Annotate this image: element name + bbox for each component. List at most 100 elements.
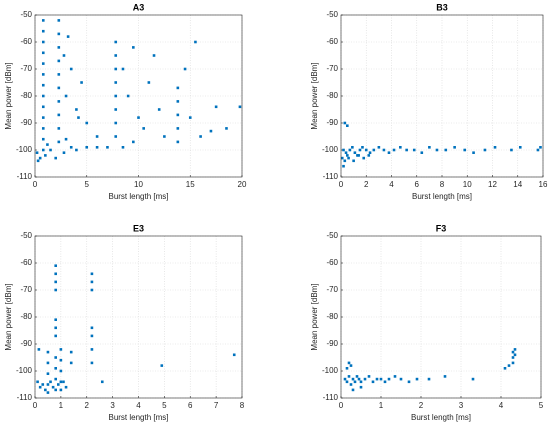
point bbox=[132, 140, 135, 144]
point bbox=[114, 81, 118, 84]
y-tick-label: -60 bbox=[326, 258, 338, 267]
y-tick-label: -90 bbox=[326, 339, 338, 348]
point bbox=[367, 154, 371, 157]
point bbox=[518, 146, 522, 149]
point bbox=[49, 380, 52, 384]
x-tick-label: 5 bbox=[85, 180, 90, 189]
x-tick-label: 5 bbox=[162, 401, 167, 410]
point bbox=[340, 156, 344, 160]
y-tick-label: -90 bbox=[326, 118, 338, 127]
point bbox=[346, 124, 349, 127]
point bbox=[57, 73, 61, 76]
point bbox=[35, 151, 39, 154]
point bbox=[132, 46, 135, 49]
x-tick-label: 1 bbox=[59, 401, 64, 410]
point bbox=[348, 148, 352, 152]
x-tick-label: 6 bbox=[188, 401, 193, 410]
point bbox=[41, 51, 45, 55]
x-tick-label: 14 bbox=[513, 180, 522, 189]
y-tick-label: -110 bbox=[323, 393, 339, 402]
point bbox=[357, 377, 361, 381]
point bbox=[46, 361, 50, 365]
point bbox=[399, 146, 402, 149]
axes-box bbox=[340, 14, 544, 178]
point bbox=[90, 280, 94, 284]
y-tick-label: -70 bbox=[20, 64, 32, 73]
point bbox=[59, 380, 63, 384]
point bbox=[345, 367, 349, 370]
point bbox=[382, 148, 386, 152]
point bbox=[160, 364, 164, 367]
y-tick-label: -100 bbox=[16, 366, 33, 375]
point bbox=[36, 159, 40, 163]
point bbox=[147, 81, 151, 84]
point bbox=[57, 100, 61, 103]
x-tick-label: 0 bbox=[33, 401, 38, 410]
y-tick-label: -80 bbox=[20, 312, 32, 321]
point bbox=[539, 146, 542, 149]
point bbox=[371, 380, 375, 384]
point bbox=[342, 164, 345, 168]
y-tick-label: -80 bbox=[326, 91, 338, 100]
x-tick-label: 10 bbox=[463, 180, 472, 189]
point bbox=[420, 151, 424, 154]
point bbox=[343, 377, 347, 381]
x-tick-label: 16 bbox=[539, 180, 548, 189]
point bbox=[41, 40, 45, 44]
point bbox=[69, 350, 73, 354]
point bbox=[343, 121, 347, 125]
point bbox=[377, 146, 381, 149]
point bbox=[463, 148, 467, 152]
point bbox=[106, 146, 109, 149]
point bbox=[347, 156, 350, 160]
point bbox=[41, 19, 45, 22]
point bbox=[100, 380, 104, 384]
y-tick-label: -100 bbox=[322, 145, 339, 154]
point bbox=[344, 151, 348, 154]
x-tick-label: 4 bbox=[499, 401, 504, 410]
point bbox=[225, 127, 228, 130]
point bbox=[342, 148, 345, 152]
point bbox=[44, 388, 47, 392]
axes-box bbox=[340, 235, 542, 399]
x-tick-label: 2 bbox=[364, 180, 369, 189]
y-tick-label: -50 bbox=[326, 231, 338, 240]
x-tick-label: 8 bbox=[440, 180, 445, 189]
point bbox=[392, 148, 396, 152]
x-tick-label: 20 bbox=[238, 180, 247, 189]
point bbox=[49, 148, 52, 152]
point bbox=[393, 375, 397, 378]
y-tick-label: -70 bbox=[326, 285, 338, 294]
point bbox=[238, 105, 242, 109]
point bbox=[46, 372, 50, 375]
point bbox=[64, 94, 68, 98]
x-axis-label: Burst length [ms] bbox=[108, 413, 168, 422]
point bbox=[399, 377, 403, 381]
point bbox=[351, 388, 355, 392]
point bbox=[90, 361, 94, 365]
point bbox=[176, 140, 180, 144]
point bbox=[157, 108, 161, 111]
point bbox=[41, 73, 45, 76]
point bbox=[163, 135, 166, 138]
point bbox=[372, 148, 376, 152]
point bbox=[46, 383, 50, 386]
point bbox=[90, 288, 94, 292]
point bbox=[513, 353, 517, 357]
point bbox=[69, 67, 73, 71]
point bbox=[54, 288, 57, 292]
x-tick-label: 8 bbox=[240, 401, 245, 410]
point bbox=[59, 369, 63, 373]
point bbox=[367, 375, 371, 378]
point bbox=[176, 86, 180, 90]
point bbox=[85, 146, 89, 149]
x-tick-label: 3 bbox=[459, 401, 464, 410]
point bbox=[41, 116, 45, 119]
y-tick-label: -80 bbox=[20, 91, 32, 100]
point bbox=[64, 137, 68, 141]
point bbox=[38, 156, 42, 160]
point bbox=[54, 318, 57, 321]
x-tick-label: 5 bbox=[539, 401, 544, 410]
point bbox=[69, 361, 73, 365]
